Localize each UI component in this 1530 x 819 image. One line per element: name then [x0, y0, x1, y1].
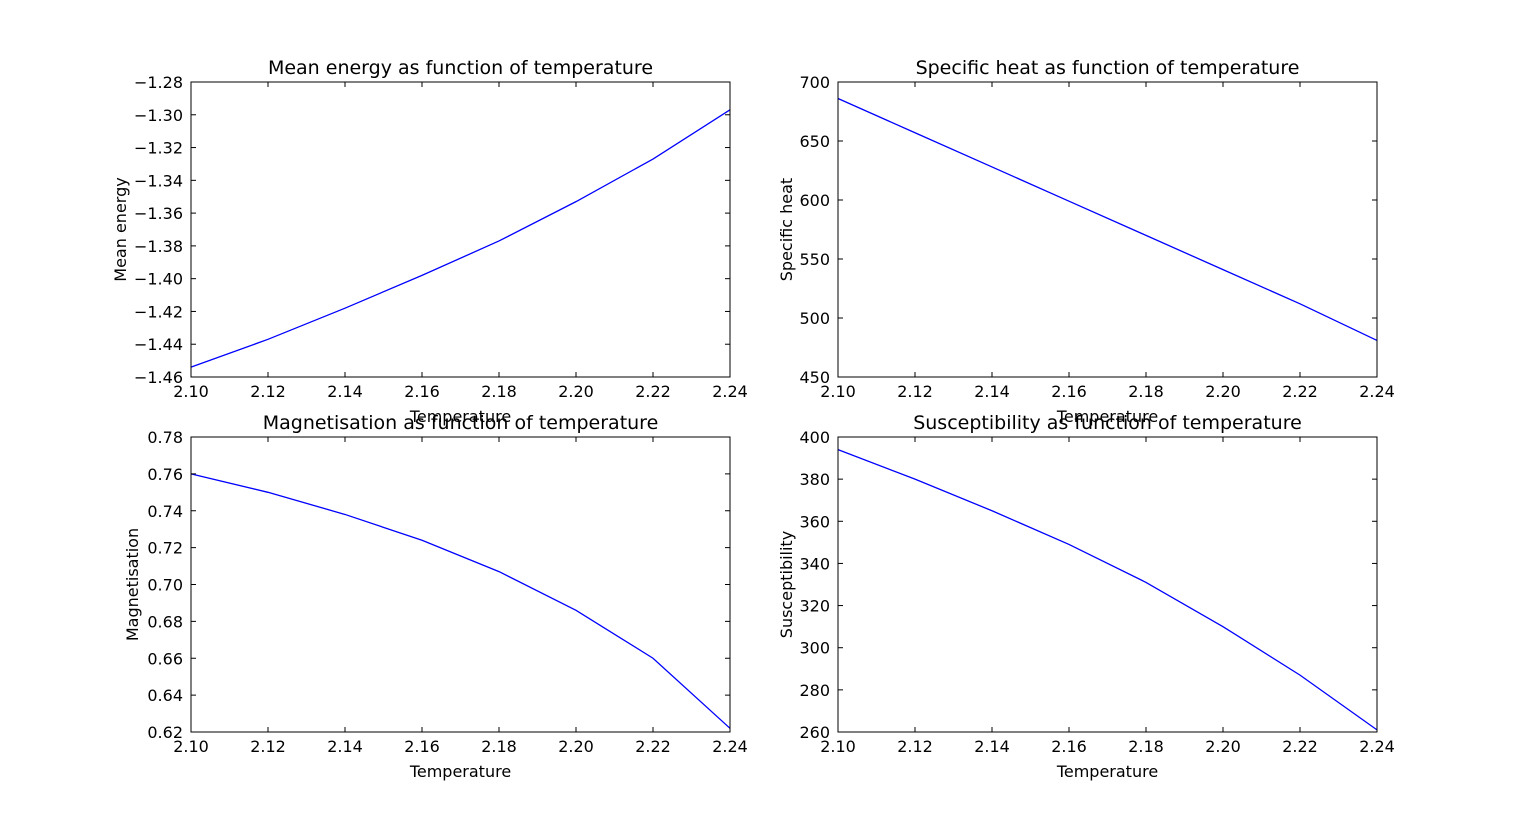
y-tick-label: 0.62 [147, 723, 183, 742]
y-tick-label: 0.76 [147, 465, 183, 484]
x-tick-label: 2.24 [1359, 737, 1395, 756]
x-tick-label: 2.18 [1128, 382, 1164, 401]
x-tick-label: 2.22 [1282, 737, 1318, 756]
y-tick-label: −1.44 [134, 335, 183, 354]
x-tick-label: 2.14 [327, 737, 363, 756]
y-tick-label: 0.70 [147, 576, 183, 595]
y-tick-label: 0.78 [147, 428, 183, 447]
y-tick-label: −1.32 [134, 139, 183, 158]
y-axis-label: Magnetisation [123, 528, 142, 641]
chart-title: Mean energy as function of temperature [268, 57, 653, 79]
x-tick-label: 2.16 [1051, 382, 1087, 401]
y-tick-label: −1.42 [134, 302, 183, 321]
y-tick-label: 600 [799, 191, 830, 210]
x-tick-label: 2.16 [404, 737, 440, 756]
chart-panel-2: 2.10 2.12 2.14 2.16 2.18 2.20 2.22 2.24 700 650 60… [777, 57, 1395, 426]
x-tick-label: 2.10 [820, 737, 856, 756]
x-tick-label: 2.16 [404, 382, 440, 401]
series-line [190, 473, 731, 729]
y-tick-label: 340 [799, 554, 830, 573]
y-axis-label: Susceptibility [777, 531, 796, 638]
x-axis-label: Temperature [409, 407, 511, 426]
x-tick-label: 2.20 [1205, 737, 1241, 756]
y-tick-label: 450 [799, 368, 830, 387]
y-axis-label: Specific heat [777, 178, 796, 281]
axes-frame [837, 81, 1378, 378]
y-axis-label: Mean energy [111, 177, 130, 281]
x-axis-label: Temperature [1056, 407, 1158, 426]
y-tick-label: −1.34 [134, 171, 183, 190]
x-tick-label: 2.20 [558, 737, 594, 756]
x-tick-label: 2.10 [173, 382, 209, 401]
y-tick-label: 0.66 [147, 649, 183, 668]
x-tick-label: 2.16 [1051, 737, 1087, 756]
x-axis-label: Temperature [409, 762, 511, 781]
y-tick-label: 500 [799, 309, 830, 328]
y-tick-label: 700 [799, 73, 830, 92]
x-tick-label: 2.22 [1282, 382, 1318, 401]
x-tick-label: 2.10 [173, 737, 209, 756]
y-tick-label: −1.36 [134, 204, 183, 223]
y-tick-label: 650 [799, 132, 830, 151]
x-tick-label: 2.14 [974, 737, 1010, 756]
x-tick-label: 2.12 [250, 382, 286, 401]
series-line [190, 109, 731, 368]
axes-frame [190, 81, 731, 378]
y-tick-label: 280 [799, 681, 830, 700]
series-line [837, 449, 1378, 731]
x-tick-label: 2.12 [250, 737, 286, 756]
x-tick-label: 2.18 [481, 737, 517, 756]
y-tick-label: 300 [799, 639, 830, 658]
chart-title: Specific heat as function of temperature [916, 57, 1300, 79]
chart-panel-3: 2.10 2.12 2.14 2.16 2.18 2.20 2.22 2.24 0.78 0.76… [123, 412, 748, 781]
x-tick-label: 2.20 [1205, 382, 1241, 401]
x-tick-label: 2.24 [712, 737, 748, 756]
x-tick-label: 2.20 [558, 382, 594, 401]
y-tick-label: 550 [799, 250, 830, 269]
chart-title: Susceptibility as function of temperatur… [913, 412, 1302, 434]
x-tick-label: 2.12 [897, 737, 933, 756]
x-tick-label: 2.14 [327, 382, 363, 401]
x-tick-label: 2.18 [481, 382, 517, 401]
y-tick-label: 0.72 [147, 539, 183, 558]
x-axis-label: Temperature [1056, 762, 1158, 781]
x-tick-label: 2.18 [1128, 737, 1164, 756]
y-tick-label: 380 [799, 470, 830, 489]
x-tick-label: 2.10 [820, 382, 856, 401]
y-tick-label: −1.30 [134, 106, 183, 125]
chart-panel-4: 2.10 2.12 2.14 2.16 2.18 2.20 2.22 2.24 400 380 36… [777, 412, 1395, 781]
y-tick-label: 0.68 [147, 612, 183, 631]
x-tick-label: 2.12 [897, 382, 933, 401]
y-tick-label: 400 [799, 428, 830, 447]
y-tick-label: −1.38 [134, 237, 183, 256]
y-tick-label: −1.40 [134, 270, 183, 289]
axes-frame [837, 436, 1378, 733]
y-tick-label: 320 [799, 597, 830, 616]
axes-frame [190, 436, 731, 733]
chart-title: Magnetisation as function of temperature [263, 412, 659, 434]
x-tick-label: 2.24 [1359, 382, 1395, 401]
y-tick-label: −1.28 [134, 73, 183, 92]
y-tick-label: −1.46 [134, 368, 183, 387]
x-tick-label: 2.24 [712, 382, 748, 401]
x-tick-label: 2.14 [974, 382, 1010, 401]
x-tick-label: 2.22 [635, 737, 671, 756]
x-tick-label: 2.22 [635, 382, 671, 401]
y-tick-label: 360 [799, 512, 830, 531]
series-line [837, 97, 1378, 342]
y-tick-label: 0.64 [147, 686, 183, 705]
y-tick-label: 260 [799, 723, 830, 742]
chart-panel-1: 2.10 2.12 2.14 2.16 2.18 2.20 2.22 2.24 −1.28 −1.… [111, 57, 748, 426]
y-tick-label: 0.74 [147, 502, 183, 521]
